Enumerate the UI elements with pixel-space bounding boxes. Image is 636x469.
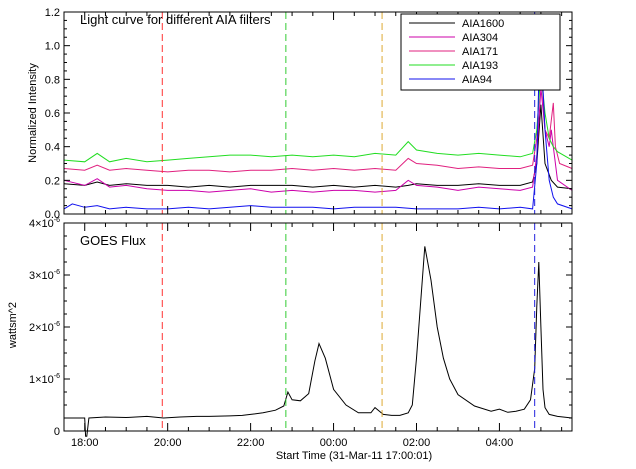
legend-label: AIA94 — [462, 74, 492, 86]
goes-flux-line — [64, 246, 573, 437]
y-tick-label: 1×10-6 — [29, 373, 60, 386]
x-tick-label: 22:00 — [237, 437, 265, 449]
legend-label: AIA171 — [462, 46, 498, 58]
legend-box — [400, 13, 561, 91]
goes-flux-panel: 0 1×10-6 2×10-6 3×10-6 4×10-6 18:00 20:00 22:0… — [7, 217, 573, 462]
aia-light-curve-panel: 0.0 0.2 0.4 0.6 0.8 1.0 1.2 Light curve for di… — [27, 7, 573, 221]
goes-panel-title: GOES Flux — [80, 233, 146, 248]
aia-y-axis-ticks: 0.0 0.2 0.4 0.6 0.8 1.0 1.2 — [45, 7, 572, 221]
x-tick-label: 20:00 — [154, 437, 182, 449]
x-tick-label: 00:00 — [320, 437, 348, 449]
y-tick-label: 2×10-6 — [29, 321, 60, 334]
legend-label: AIA304 — [462, 32, 498, 44]
y-tick-label: 0 — [54, 426, 60, 438]
aia-legend: AIA1600 AIA304 AIA171 AIA193 AIA94 — [400, 13, 561, 91]
x-axis-label: Start Time (31-Mar-11 17:00:01) — [276, 450, 432, 462]
y-tick-label: 1.0 — [45, 41, 60, 53]
y-tick-label: 0.0 — [45, 209, 60, 221]
y-tick-label: 0.6 — [45, 108, 60, 120]
y-tick-label: 0.8 — [45, 74, 60, 86]
x-tick-label: 04:00 — [486, 437, 514, 449]
legend-label: AIA193 — [462, 60, 498, 72]
y-tick-label: 1.2 — [45, 7, 60, 19]
y-tick-label: 4×10-6 — [29, 217, 60, 230]
y-tick-label: 0.4 — [45, 142, 60, 154]
goes-y-axis-label: wattsm^2 — [7, 302, 19, 349]
aia-y-axis-label: Normalized Intensity — [27, 63, 39, 163]
legend-items: AIA1600 AIA304 AIA171 AIA193 AIA94 — [409, 18, 504, 86]
aia-x-axis-ticks — [84, 12, 563, 214]
event-marker-lines — [161, 223, 536, 431]
y-tick-label: 3×10-6 — [29, 269, 60, 282]
legend-label: AIA1600 — [462, 18, 504, 30]
x-tick-label: 02:00 — [403, 437, 431, 449]
x-tick-label: 18:00 — [71, 437, 99, 449]
aia-panel-title: Light curve for different AIA filters — [80, 12, 271, 27]
series-line-aia304 — [63, 87, 573, 193]
goes-x-axis-ticks: 18:00 20:00 22:00 00:00 02:00 04:00 — [71, 223, 563, 449]
y-tick-label: 0.2 — [45, 175, 60, 187]
goes-series-group — [64, 246, 573, 437]
goes-y-axis-ticks: 0 1×10-6 2×10-6 3×10-6 4×10-6 — [29, 217, 572, 438]
series-line-aia193 — [63, 70, 573, 163]
